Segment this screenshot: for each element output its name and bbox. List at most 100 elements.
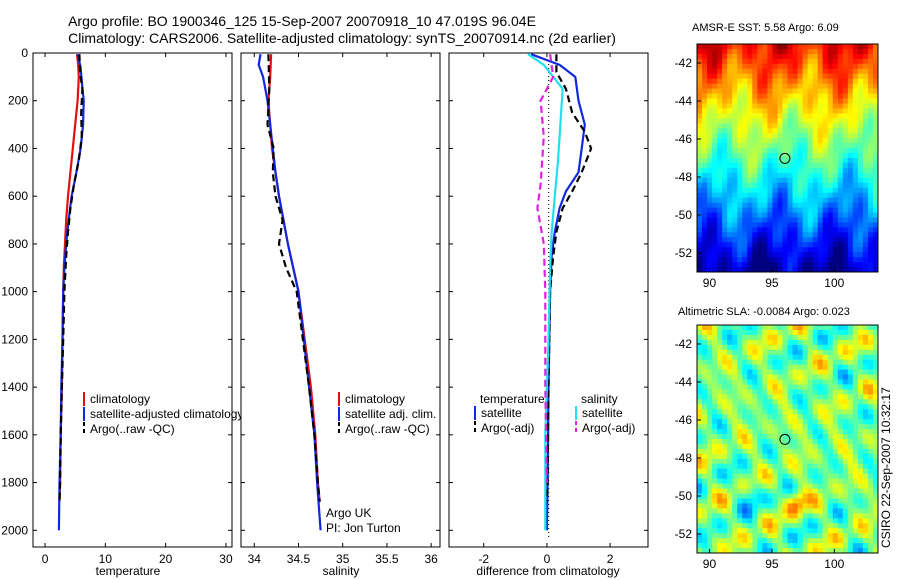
heatmap-cell (767, 453, 774, 460)
heatmap-cell (717, 237, 723, 243)
heatmap-cell (817, 453, 824, 460)
heatmap-cell (777, 349, 784, 356)
heatmap-cell (847, 364, 854, 371)
heatmap-cell (767, 463, 774, 470)
heatmap-cell (747, 488, 753, 495)
heatmap-cell (717, 202, 723, 209)
heatmap-cell (827, 232, 834, 238)
heatmap-cell (702, 83, 708, 90)
heatmap-cell (797, 543, 804, 549)
heatmap-cell (772, 369, 779, 376)
heatmap-cell (712, 162, 718, 169)
heatmap-cell (822, 523, 829, 529)
heatmap-cell (742, 138, 748, 144)
heatmap-cell (812, 463, 819, 470)
heatmap-cell (852, 533, 859, 539)
heatmap-cell (747, 463, 753, 470)
heatmap-cell (732, 118, 738, 124)
heatmap-cell (852, 429, 859, 435)
heatmap-cell (727, 222, 733, 228)
heatmap-cell (747, 88, 753, 95)
heatmap-cell (842, 167, 849, 174)
heatmap-cell (782, 543, 789, 549)
heatmap-cell (722, 448, 728, 455)
heatmap-cell (717, 548, 723, 553)
heatmap-cell (697, 53, 703, 60)
heatmap-cell (742, 543, 748, 549)
heatmap-cell (767, 83, 774, 90)
heatmap-cell (722, 443, 728, 450)
heatmap-cell (762, 399, 768, 405)
heatmap-cell (867, 379, 874, 386)
heatmap-cell (722, 153, 728, 159)
heatmap-cell (807, 448, 814, 455)
heatmap-cell (777, 118, 784, 124)
heatmap-cell (802, 128, 809, 134)
heatmap-cell (832, 143, 839, 149)
heatmap-cell (837, 247, 844, 253)
heatmap-cell (767, 379, 774, 386)
heatmap-cell (812, 399, 819, 405)
heatmap-cell (702, 528, 708, 534)
heatmap-cell (822, 404, 829, 410)
heatmap-cell (807, 364, 814, 371)
heatmap-cell (712, 63, 718, 70)
heatmap-cell (872, 88, 878, 95)
heatmap-cell (732, 172, 738, 179)
heatmap-cell (802, 364, 809, 371)
sla-map-ticks: 90 95 100-42-44-46-48-50-52 (675, 337, 845, 571)
heatmap-cell (817, 108, 824, 114)
heatmap-cell (852, 543, 859, 549)
heatmap-cell (772, 68, 779, 75)
heatmap-cell (767, 359, 774, 366)
heatmap-cell (842, 133, 849, 139)
heatmap-cell (772, 197, 779, 204)
heatmap-cell (707, 262, 713, 268)
heatmap-cell (827, 267, 834, 272)
heatmap-cell (852, 548, 859, 553)
heatmap-cell (822, 389, 829, 395)
heatmap-cell (812, 227, 819, 233)
heatmap-cell (852, 399, 859, 405)
heatmap-cell (722, 369, 728, 376)
heatmap-cell (867, 138, 874, 144)
heatmap-cell (722, 68, 728, 75)
heatmap-cell (772, 548, 779, 553)
heatmap-cell (697, 429, 703, 435)
heatmap-cell (712, 108, 718, 114)
heatmap-cell (792, 63, 799, 70)
heatmap-cell (837, 543, 844, 549)
heatmap-cell (712, 232, 718, 238)
heatmap-cell (742, 463, 748, 470)
heatmap-cell (782, 138, 789, 144)
heatmap-cell (797, 153, 804, 159)
heatmap-cell (722, 463, 728, 470)
heatmap-cell (717, 523, 723, 529)
heatmap-cell (727, 187, 733, 194)
heatmap-cell (707, 53, 713, 60)
heatmap-cell (857, 242, 864, 248)
heatmap-cell (757, 364, 763, 371)
heatmap-cell (752, 503, 758, 509)
heatmap-cell (802, 48, 809, 55)
heatmap-cell (847, 143, 854, 149)
heatmap-cell (772, 498, 779, 505)
heatmap-cell (742, 349, 748, 356)
heatmap-cell (722, 419, 728, 425)
heatmap-cell (777, 232, 784, 238)
heatmap-cell (802, 473, 809, 480)
heatmap-cell (767, 493, 774, 500)
heatmap-cell (832, 493, 839, 500)
heatmap-cell (732, 329, 738, 336)
heatmap-cell (732, 528, 738, 534)
heatmap-cell (707, 148, 713, 154)
heatmap-cell (757, 508, 763, 514)
heatmap-cell (802, 548, 809, 553)
heatmap-cell (712, 414, 718, 420)
heatmap-cell (872, 202, 878, 209)
heatmap-cell (747, 389, 753, 395)
heatmap-cell (747, 148, 753, 154)
heatmap-cell (757, 434, 763, 440)
heatmap-cell (702, 463, 708, 470)
heatmap-cell (702, 473, 708, 480)
